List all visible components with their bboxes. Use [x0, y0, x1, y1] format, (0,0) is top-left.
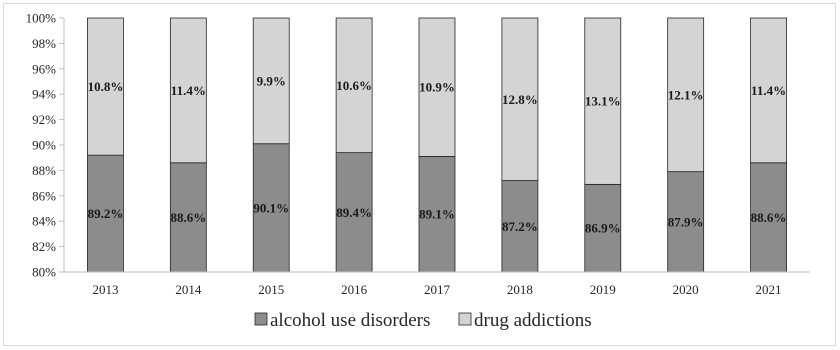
bar-drug-addictions	[750, 17, 787, 164]
x-tick-label: 2016	[341, 282, 368, 297]
legend-item-alcohol-use-disorders: alcohol use disorders	[254, 310, 430, 331]
y-tick-label: 80%	[32, 265, 56, 280]
y-tick-label: 90%	[32, 138, 56, 153]
data-label-alcohol-use-disorders: 89.2%	[88, 206, 124, 221]
y-tick-label: 98%	[32, 36, 56, 51]
data-label-alcohol-use-disorders: 89.1%	[419, 207, 455, 222]
y-tick-label: 100%	[26, 11, 57, 26]
bar-drug-addictions	[87, 17, 124, 156]
data-label-drug-addictions: 11.4%	[751, 83, 786, 98]
data-label-alcohol-use-disorders: 86.9%	[585, 221, 621, 236]
bar-drug-addictions	[584, 17, 622, 185]
data-label-drug-addictions: 11.4%	[171, 83, 206, 98]
data-label-drug-addictions: 10.9%	[419, 80, 455, 95]
data-label-alcohol-use-disorders: 87.9%	[668, 214, 704, 229]
data-label-alcohol-use-disorders: 88.6%	[751, 210, 787, 225]
legend-label: drug addictions	[474, 310, 592, 331]
y-tick-label: 86%	[32, 188, 56, 203]
data-label-drug-addictions: 9.9%	[257, 73, 286, 88]
bar-drug-addictions	[418, 17, 456, 157]
data-label-drug-addictions: 10.6%	[336, 78, 372, 93]
legend-swatch	[458, 312, 472, 326]
legend-label: alcohol use disorders	[270, 310, 430, 331]
x-tick-label: 2013	[92, 282, 118, 297]
x-tick-label: 2017	[424, 282, 451, 297]
data-label-alcohol-use-disorders: 89.4%	[336, 205, 372, 220]
x-tick-label: 2020	[673, 282, 699, 297]
x-tick-label: 2018	[507, 282, 533, 297]
y-tick-label: 94%	[32, 87, 56, 102]
data-label-drug-addictions: 12.1%	[668, 87, 704, 102]
data-label-alcohol-use-disorders: 88.6%	[170, 210, 206, 225]
bar-alcohol-use-disorders	[750, 162, 787, 273]
data-label-alcohol-use-disorders: 90.1%	[253, 200, 289, 215]
y-tick-label: 96%	[32, 61, 56, 76]
y-tick-label: 88%	[32, 163, 56, 178]
bars: 89.2% 10.8% 88.6% 11.4% 90.1% 9.9% 89.4% 10.6% 8…	[87, 17, 787, 273]
data-label-drug-addictions: 13.1%	[585, 94, 621, 109]
bar-drug-addictions	[252, 17, 290, 145]
bar-drug-addictions	[169, 17, 207, 164]
x-tick-label: 2015	[258, 282, 284, 297]
bar-alcohol-use-disorders	[418, 156, 456, 273]
data-label-drug-addictions: 10.8%	[88, 79, 124, 94]
legend-item-drug-addictions: drug addictions	[458, 310, 592, 331]
legend: alcohol use disorders drug addictions	[254, 310, 592, 331]
y-tick-label: 92%	[32, 112, 56, 127]
bar-alcohol-use-disorders	[335, 152, 373, 273]
y-tick-label: 82%	[32, 239, 56, 254]
data-label-alcohol-use-disorders: 87.2%	[502, 219, 538, 234]
x-tick-label: 2014	[175, 282, 202, 297]
x-tick-label: 2019	[590, 282, 616, 297]
bar-alcohol-use-disorders	[667, 171, 705, 273]
bar-drug-addictions	[335, 17, 373, 154]
data-label-drug-addictions: 12.8%	[502, 92, 538, 107]
y-tick-label: 84%	[32, 214, 56, 229]
bar-alcohol-use-disorders	[501, 180, 539, 273]
bar-drug-addictions	[667, 17, 705, 173]
x-tick-label: 2021	[756, 282, 782, 297]
legend-swatch	[254, 312, 268, 326]
bar-drug-addictions	[501, 17, 539, 181]
y-axis: 80% 82% 84% 86% 88% 90% 92% 94% 96% 98% 100%	[26, 11, 65, 280]
x-axis: 2013 2014 2015 2016 2017 2018 2019 2020 2021	[64, 271, 810, 297]
